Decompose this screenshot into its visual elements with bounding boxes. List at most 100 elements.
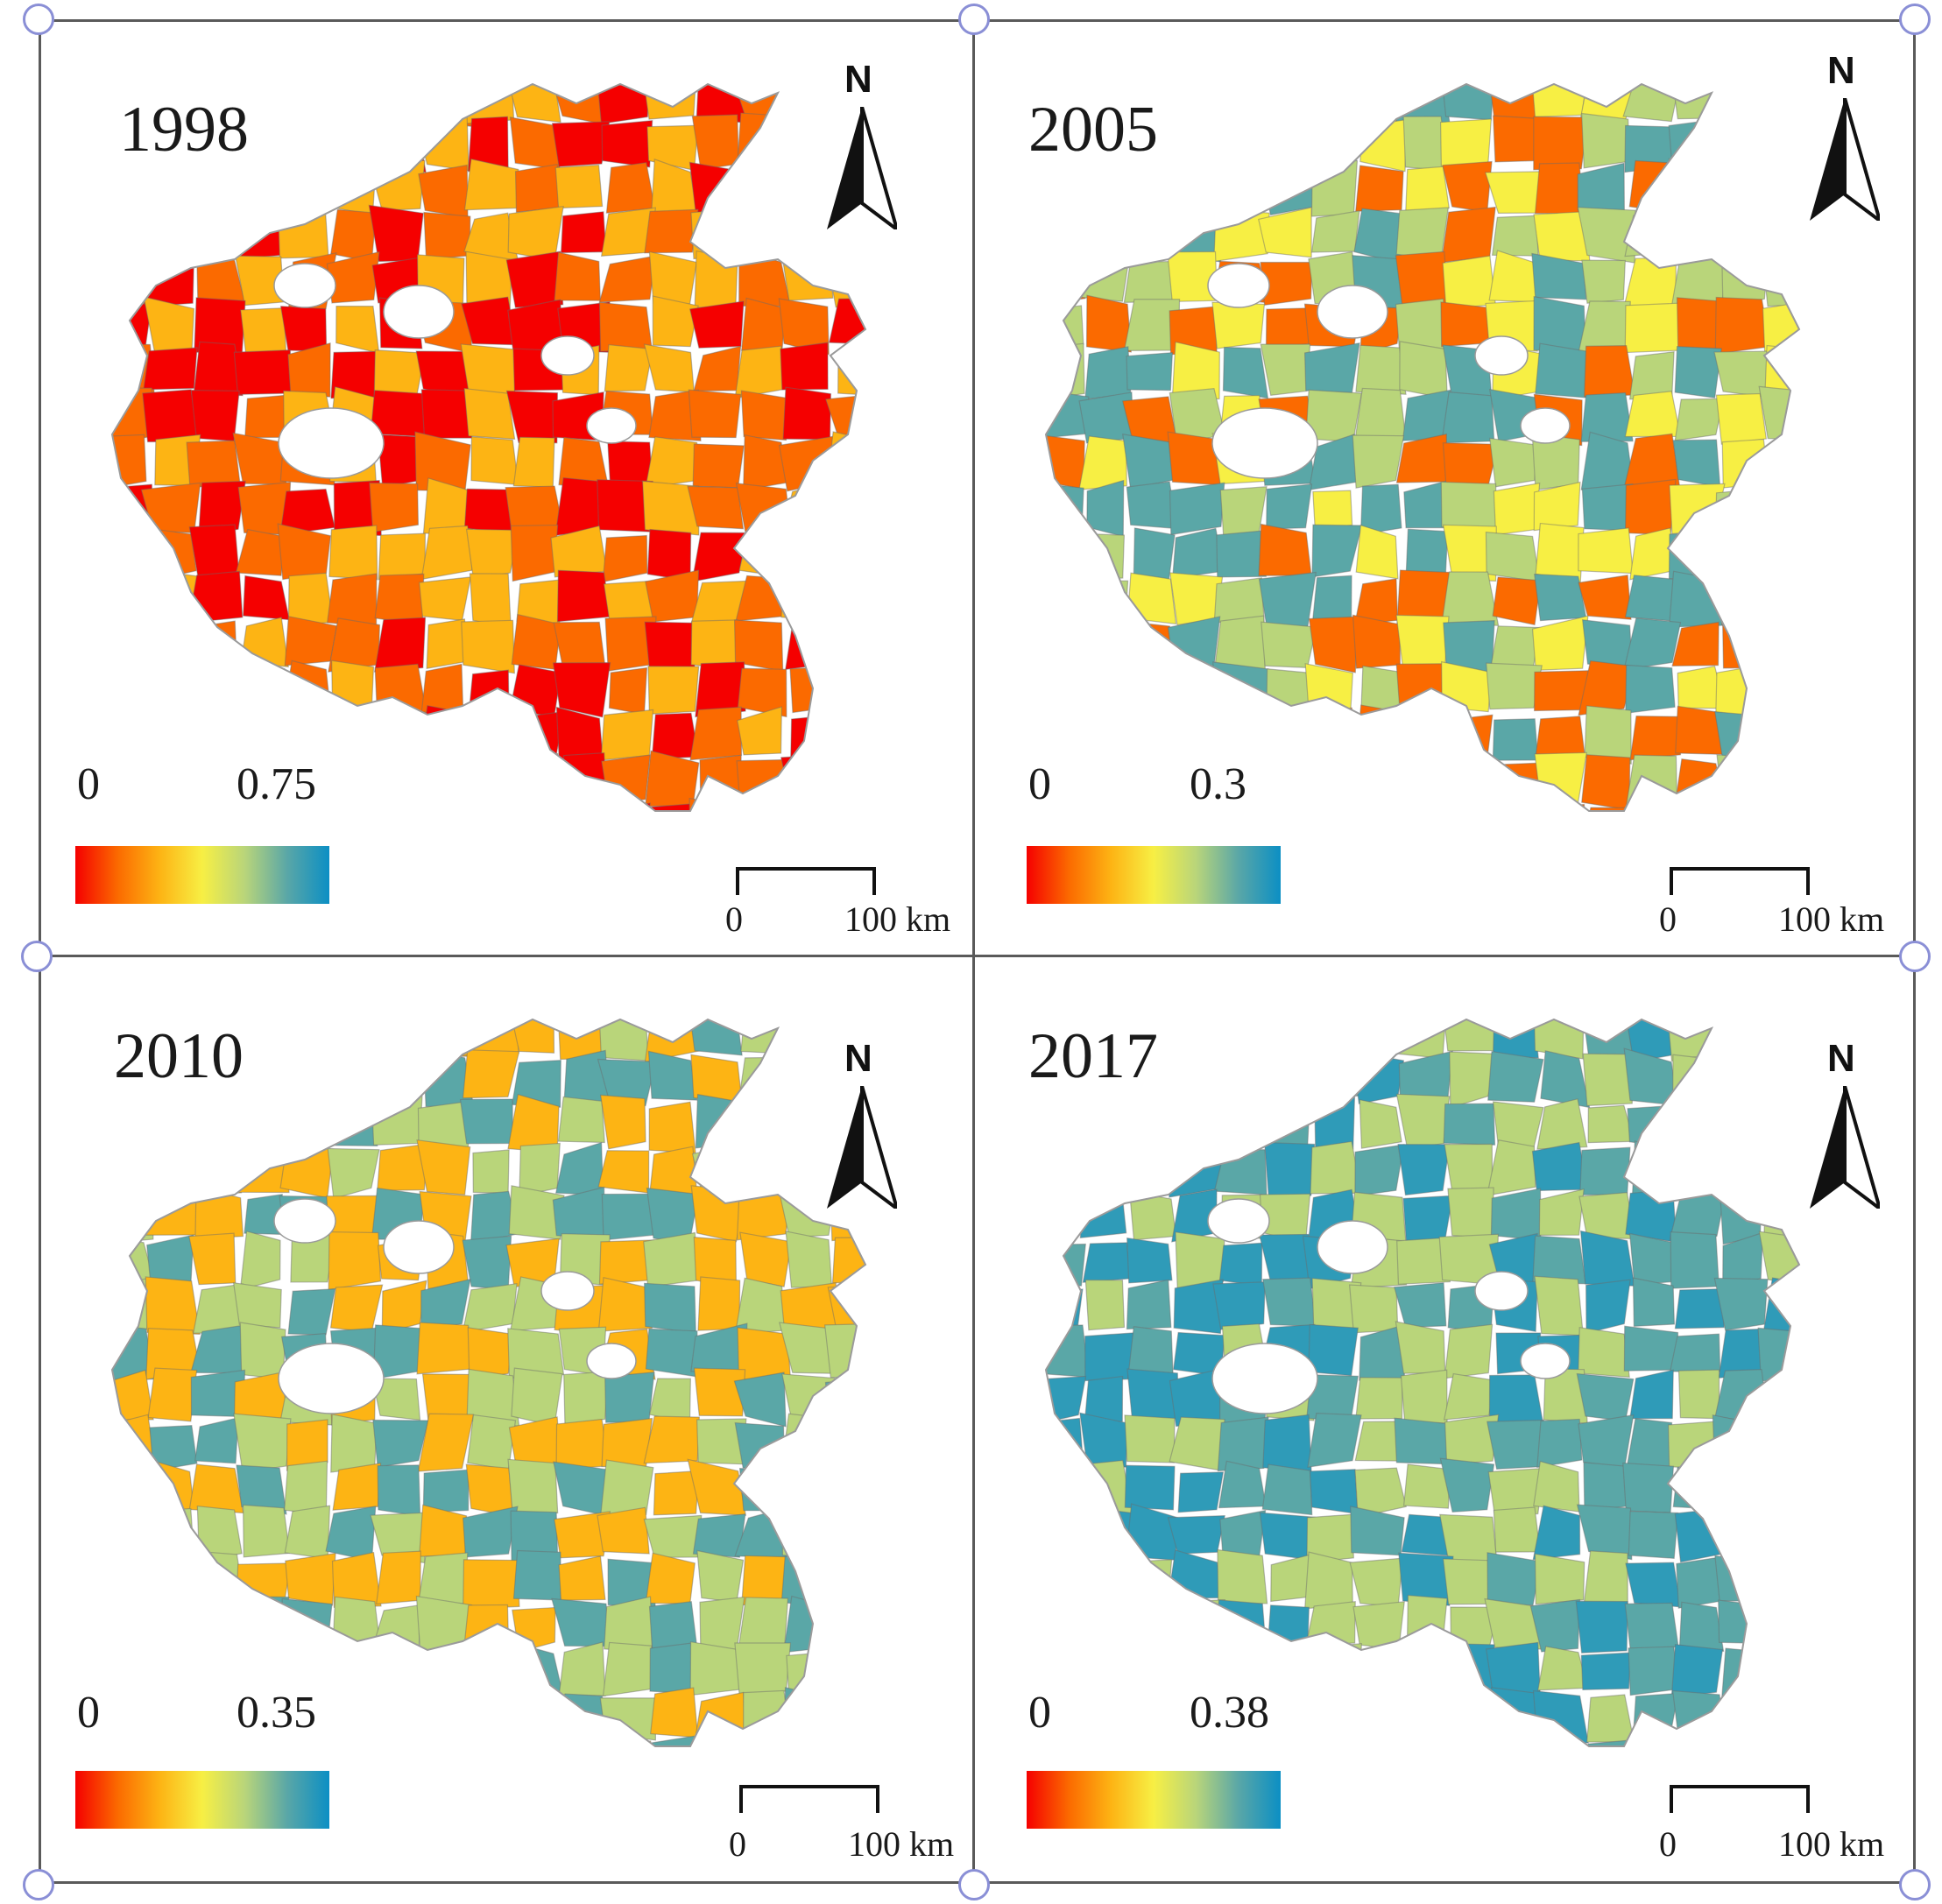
county-region — [459, 1098, 513, 1145]
county-region — [373, 617, 427, 673]
county-region — [112, 158, 151, 218]
county-region — [1439, 1457, 1495, 1513]
county-region — [143, 296, 195, 354]
county-region — [279, 306, 328, 352]
county-region — [1215, 159, 1271, 217]
selection-handle-top[interactable] — [958, 4, 990, 35]
county-region — [112, 1369, 154, 1421]
county-region — [1266, 1049, 1310, 1109]
county-region — [1261, 1463, 1313, 1516]
county-region — [1304, 1688, 1359, 1742]
county-region — [1395, 1742, 1452, 1746]
county-region — [331, 659, 375, 719]
county-region — [831, 1461, 865, 1519]
selection-handle-bottom[interactable] — [958, 1869, 990, 1900]
county-region — [734, 1421, 786, 1469]
legend-max-label: 0.75 — [237, 759, 316, 809]
county-region — [1075, 1459, 1133, 1517]
county-region — [1713, 1277, 1769, 1331]
county-region — [552, 662, 611, 718]
county-region — [1223, 1019, 1269, 1057]
county-region — [653, 1470, 700, 1516]
county-region — [1758, 385, 1799, 441]
county-region — [1714, 1555, 1766, 1602]
county-region — [463, 387, 516, 440]
county-region — [1584, 705, 1632, 765]
county-region — [1174, 1019, 1221, 1058]
county-region — [374, 663, 427, 717]
selection-handle-left[interactable] — [21, 941, 53, 972]
county-region — [1266, 668, 1311, 713]
county-region — [151, 1640, 201, 1698]
county-region — [112, 620, 156, 671]
county-region — [514, 163, 563, 213]
county-region — [780, 251, 834, 301]
county-region — [1628, 1232, 1675, 1286]
county-region — [1260, 343, 1311, 396]
county-region — [1624, 302, 1681, 354]
county-region — [424, 801, 472, 811]
county-region — [1678, 1601, 1725, 1653]
county-region — [1581, 807, 1633, 811]
county-region — [1223, 706, 1266, 765]
county-region — [1309, 798, 1360, 811]
selection-handle-top-right[interactable] — [1899, 4, 1931, 35]
county-region — [1350, 1506, 1405, 1556]
county-region — [1758, 1736, 1799, 1746]
county-region — [112, 1689, 156, 1746]
county-region — [505, 390, 559, 444]
county-region — [1399, 713, 1451, 764]
county-region — [879, 576, 927, 623]
county-region — [1396, 1237, 1451, 1285]
county-region — [1808, 620, 1862, 673]
county-region — [1352, 1731, 1408, 1746]
county-region — [1533, 481, 1581, 532]
county-region — [880, 299, 928, 350]
county-region — [1310, 1019, 1359, 1062]
county-region — [1084, 1375, 1124, 1423]
county-region — [369, 753, 425, 803]
county-region — [1046, 1463, 1081, 1513]
selection-handle-top-left[interactable] — [23, 4, 54, 35]
county-region — [828, 1421, 865, 1473]
frame-horizontal-divider — [39, 955, 1916, 957]
county-region — [1714, 116, 1767, 163]
county-region — [1713, 1145, 1763, 1197]
county-region — [1442, 255, 1496, 310]
county-region — [551, 121, 611, 167]
county-region — [1124, 663, 1176, 712]
county-region — [372, 1419, 429, 1469]
county-region — [691, 114, 739, 171]
county-region — [780, 579, 838, 623]
county-region — [1576, 1504, 1633, 1561]
scale-max-label: 100 km — [1778, 899, 1885, 939]
county-region — [874, 1653, 928, 1691]
county-region — [688, 1019, 743, 1056]
county-region — [735, 205, 793, 253]
selection-handle-bottom-left[interactable] — [23, 1869, 54, 1900]
county-region — [1406, 1594, 1448, 1654]
county-region — [1395, 663, 1449, 719]
county-region — [420, 1738, 473, 1746]
county-region — [1585, 1279, 1631, 1334]
county-region — [509, 798, 559, 811]
county-region — [335, 305, 380, 354]
county-region — [827, 523, 865, 579]
county-region — [1046, 214, 1087, 257]
county-region — [1814, 753, 1860, 809]
county-region — [235, 663, 292, 718]
county-region — [1770, 1505, 1799, 1561]
county-region — [828, 1651, 865, 1700]
selection-handle-bottom-right[interactable] — [1899, 1869, 1931, 1900]
county-region — [1489, 437, 1538, 488]
county-region — [460, 1652, 514, 1698]
county-region — [1529, 1598, 1581, 1653]
county-region — [1126, 1237, 1173, 1284]
county-region — [508, 1185, 565, 1240]
county-region — [648, 389, 702, 441]
county-region — [1623, 1325, 1679, 1372]
county-region — [1493, 1506, 1541, 1553]
county-region — [1216, 530, 1268, 578]
county-region — [1440, 481, 1497, 528]
selection-handle-right[interactable] — [1899, 941, 1931, 972]
